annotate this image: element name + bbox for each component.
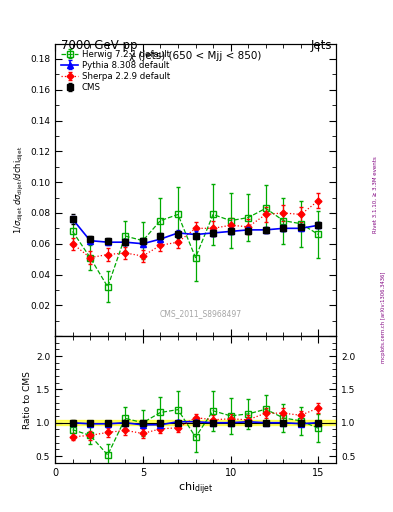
Text: Jets: Jets bbox=[310, 39, 332, 52]
X-axis label: chi$_{\rm dijet}$: chi$_{\rm dijet}$ bbox=[178, 481, 213, 497]
Text: mcplots.cern.ch [arXiv:1306.3436]: mcplots.cern.ch [arXiv:1306.3436] bbox=[381, 272, 386, 363]
Legend: Herwig 7.2.1 default, Pythia 8.308 default, Sherpa 2.2.9 default, CMS: Herwig 7.2.1 default, Pythia 8.308 defau… bbox=[59, 48, 172, 94]
Y-axis label: $1/\sigma_{\rm dijet}\ d\sigma_{\rm dijet}/d{\rm chi}_{\rm dijet}$: $1/\sigma_{\rm dijet}\ d\sigma_{\rm dije… bbox=[13, 146, 26, 234]
Text: 7000 GeV pp: 7000 GeV pp bbox=[61, 39, 138, 52]
Y-axis label: Ratio to CMS: Ratio to CMS bbox=[23, 371, 31, 429]
Text: CMS_2011_S8968497: CMS_2011_S8968497 bbox=[160, 310, 242, 318]
Bar bbox=[55, 420, 336, 425]
Text: Rivet 3.1.10, ≥ 3.3M events: Rivet 3.1.10, ≥ 3.3M events bbox=[373, 156, 378, 233]
Text: χ (jets) (650 < Mjj < 850): χ (jets) (650 < Mjj < 850) bbox=[129, 51, 262, 61]
